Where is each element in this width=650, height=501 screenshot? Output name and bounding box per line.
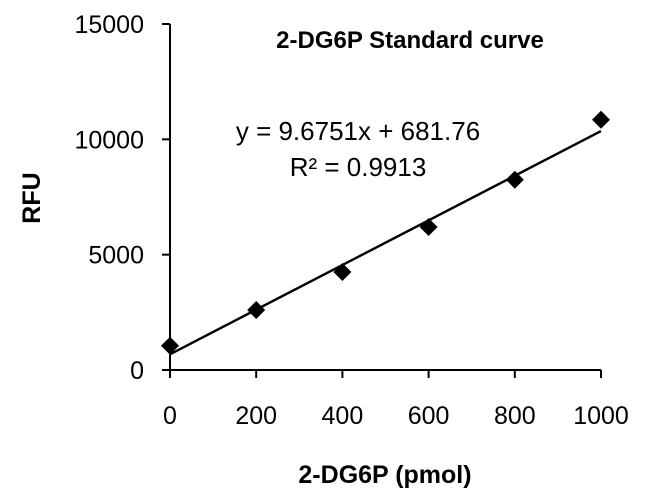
x-tick-label: 1000 (573, 402, 629, 430)
x-tick-label: 400 (322, 402, 364, 430)
y-tick-label: 5000 (88, 242, 144, 270)
x-tick-label: 0 (163, 402, 177, 430)
regression-equation: y = 9.6751x + 681.76 (236, 116, 480, 146)
y-axis-title: RFU (18, 172, 46, 223)
x-tick-label: 200 (235, 402, 277, 430)
data-point (505, 170, 524, 189)
data-point (419, 217, 438, 236)
y-tick-label: 10000 (74, 126, 144, 154)
data-points (161, 110, 610, 355)
y-axis-ticks: 0 5000 10000 15000 (74, 11, 170, 385)
chart-title: 2-DG6P Standard curve (276, 27, 544, 54)
y-tick-label: 15000 (74, 11, 144, 39)
y-tick-label: 0 (130, 357, 144, 385)
x-tick-label: 800 (494, 402, 536, 430)
trendline (169, 130, 602, 356)
data-point (333, 262, 352, 281)
r-squared-label: R² = 0.9913 (290, 152, 427, 182)
x-tick-label: 600 (408, 402, 450, 430)
data-point (161, 336, 179, 355)
x-axis-title: 2-DG6P (pmol) (298, 461, 471, 489)
data-point (247, 301, 266, 320)
x-axis-ticks: 0 200 400 600 800 1000 (163, 370, 629, 430)
data-point (592, 110, 610, 129)
